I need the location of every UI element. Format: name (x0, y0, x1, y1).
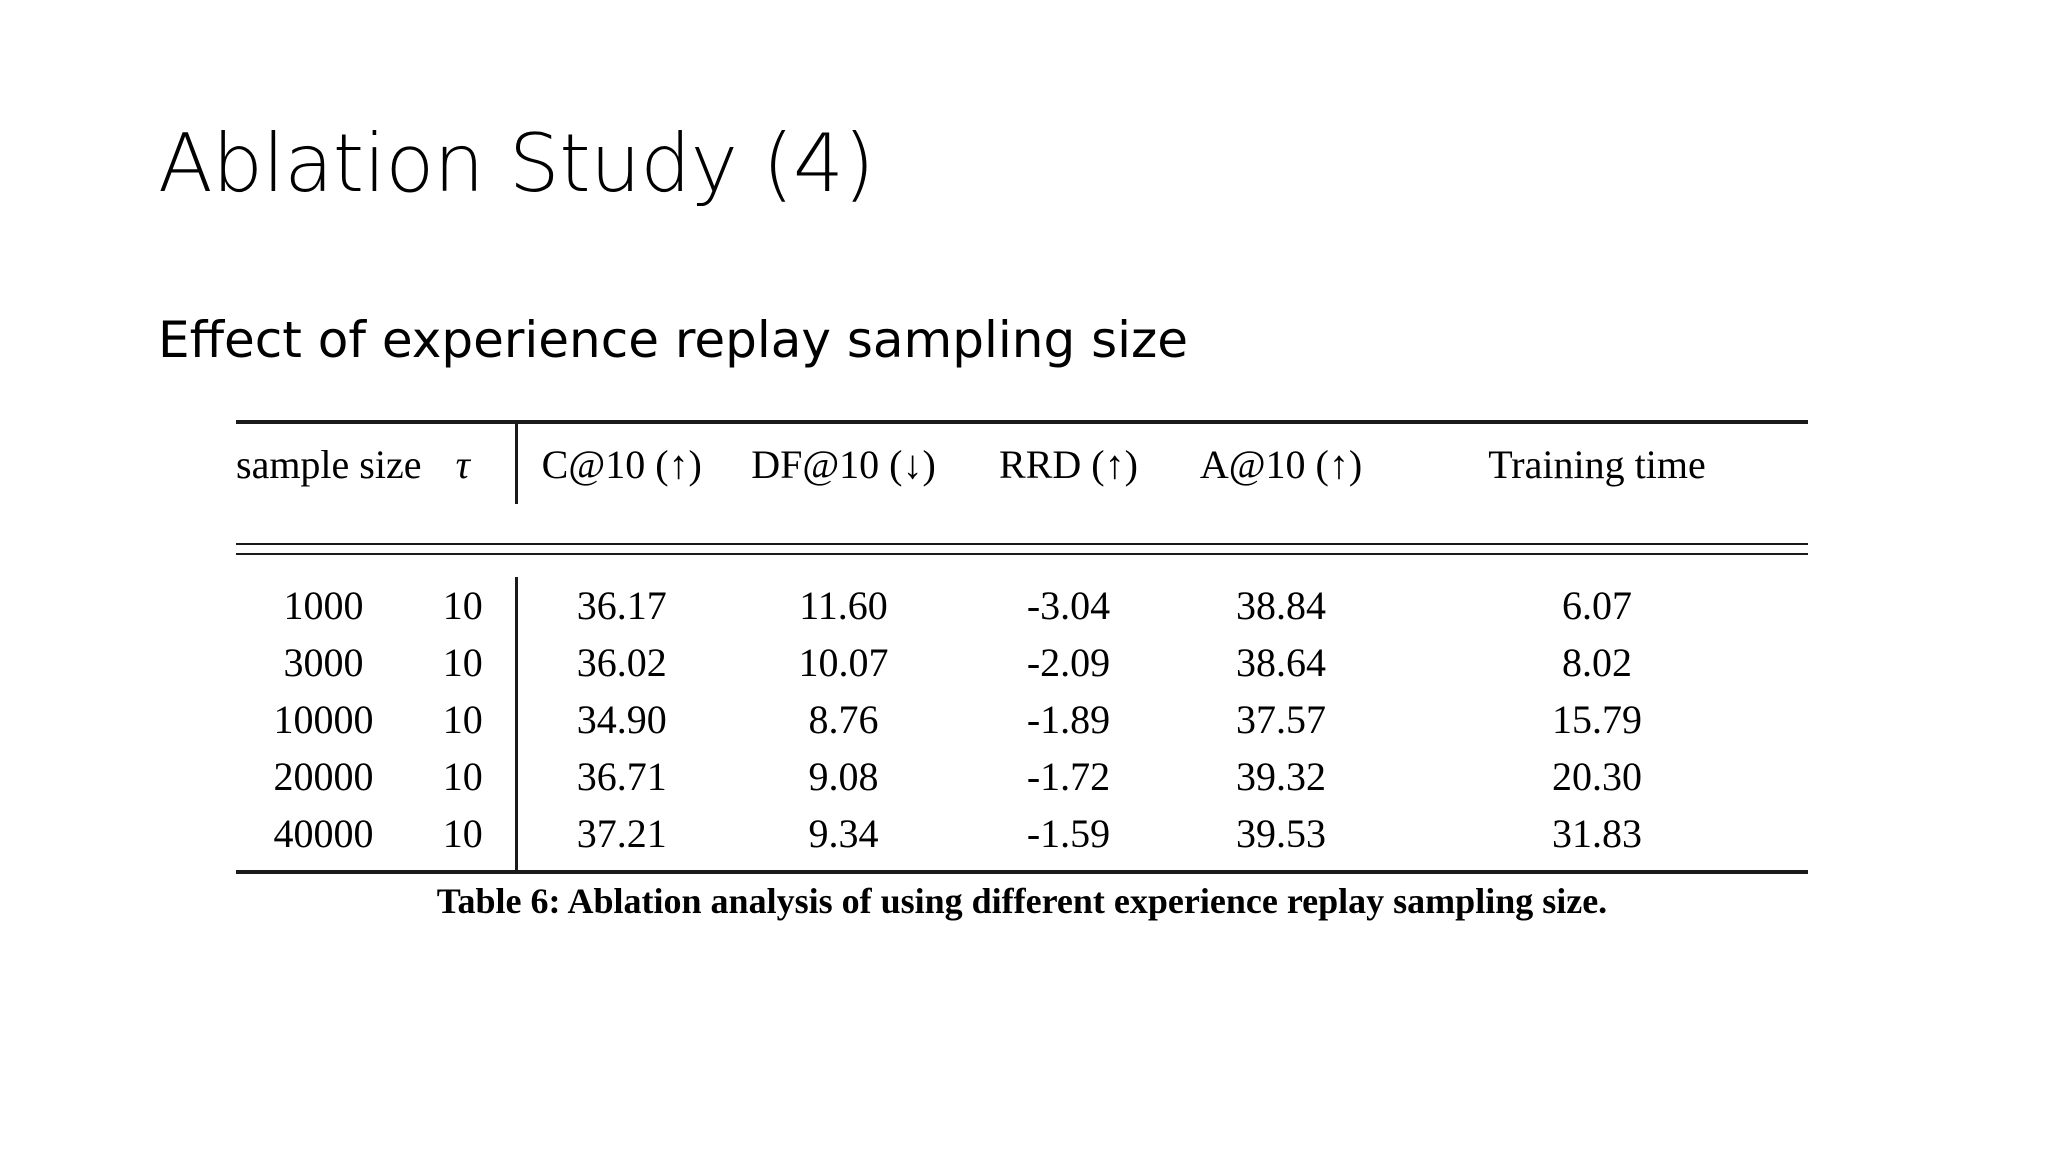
cell-rrd: -1.72 (1026, 754, 1111, 799)
cell-sample-size: 3000 (283, 640, 364, 685)
cell-df10: 10.07 (798, 640, 889, 685)
cell-a10-best: 39.53 (1236, 811, 1326, 856)
cell-sample-size: 10000 (273, 697, 374, 742)
cell-training-time: 6.07 (1562, 583, 1632, 628)
results-table: sample size τ C@10 (↑) DF@10 (↓) RRD (↑)… (236, 424, 1808, 870)
slide-title: Ablation Study (4) (158, 117, 875, 210)
cell-df10: 11.60 (799, 583, 888, 628)
table-top-rule (236, 420, 1808, 424)
column-header-rrd: RRD (↑) (999, 441, 1138, 487)
table-bottom-rule (236, 870, 1808, 874)
cell-tau: 10 (411, 634, 518, 691)
table-caption: Table 6: Ablation analysis of using diff… (436, 881, 1608, 921)
header-double-rule (236, 504, 1808, 577)
cell-training-time: 8.02 (1562, 640, 1632, 685)
cell-sample-size: 20000 (273, 754, 374, 799)
cell-sample-size: 1000 (283, 583, 364, 628)
cell-rrd: -3.04 (1026, 583, 1111, 628)
column-header-training-time: Training time (1488, 441, 1706, 487)
column-header-df10: DF@10 (↓) (751, 441, 936, 487)
cell-a10: 38.64 (1236, 640, 1326, 685)
cell-c10: 34.90 (576, 697, 667, 742)
table-row: 1000 10 36.17 11.60 -3.04 38.84 6.07 (236, 577, 1808, 634)
cell-a10: 39.32 (1236, 754, 1326, 799)
table-row: 40000 10 37.21 9.34 -1.59 39.53 31.83 (236, 805, 1808, 870)
cell-a10: 37.57 (1236, 697, 1326, 742)
cell-tau: 10 (411, 748, 518, 805)
column-header-tau: τ (411, 424, 518, 504)
cell-a10: 38.84 (1236, 583, 1326, 628)
cell-df10: 9.34 (808, 811, 879, 856)
cell-rrd: -2.09 (1026, 640, 1111, 685)
column-header-sample-size: sample size (236, 441, 422, 487)
cell-df10: 9.08 (808, 754, 879, 799)
cell-rrd: -1.89 (1026, 697, 1111, 742)
cell-rrd-best: -1.59 (1026, 811, 1111, 856)
cell-sample-size: 40000 (273, 811, 374, 856)
cell-tau: 10 (411, 805, 518, 870)
table-row: 20000 10 36.71 9.08 -1.72 39.32 20.30 (236, 748, 1808, 805)
cell-c10: 36.17 (576, 583, 667, 628)
table-row: 10000 10 34.90 8.76 -1.89 37.57 15.79 (236, 691, 1808, 748)
cell-c10-best: 37.21 (576, 811, 667, 856)
cell-training-time: 15.79 (1552, 697, 1642, 742)
column-header-a10: A@10 (↑) (1199, 441, 1363, 487)
table-row: 3000 10 36.02 10.07 -2.09 38.64 8.02 (236, 634, 1808, 691)
cell-c10: 36.71 (576, 754, 667, 799)
cell-training-time: 20.30 (1552, 754, 1642, 799)
slide-subtitle: Effect of experience replay sampling siz… (158, 311, 1189, 369)
column-header-c10: C@10 (↑) (541, 441, 702, 487)
cell-tau: 10 (411, 691, 518, 748)
cell-df10-best: 8.76 (808, 697, 879, 742)
table-header-row: sample size τ C@10 (↑) DF@10 (↓) RRD (↑)… (236, 424, 1808, 504)
cell-tau: 10 (411, 577, 518, 634)
cell-training-time: 31.83 (1552, 811, 1642, 856)
results-table-block: sample size τ C@10 (↑) DF@10 (↓) RRD (↑)… (236, 420, 1808, 922)
cell-c10: 36.02 (576, 640, 667, 685)
